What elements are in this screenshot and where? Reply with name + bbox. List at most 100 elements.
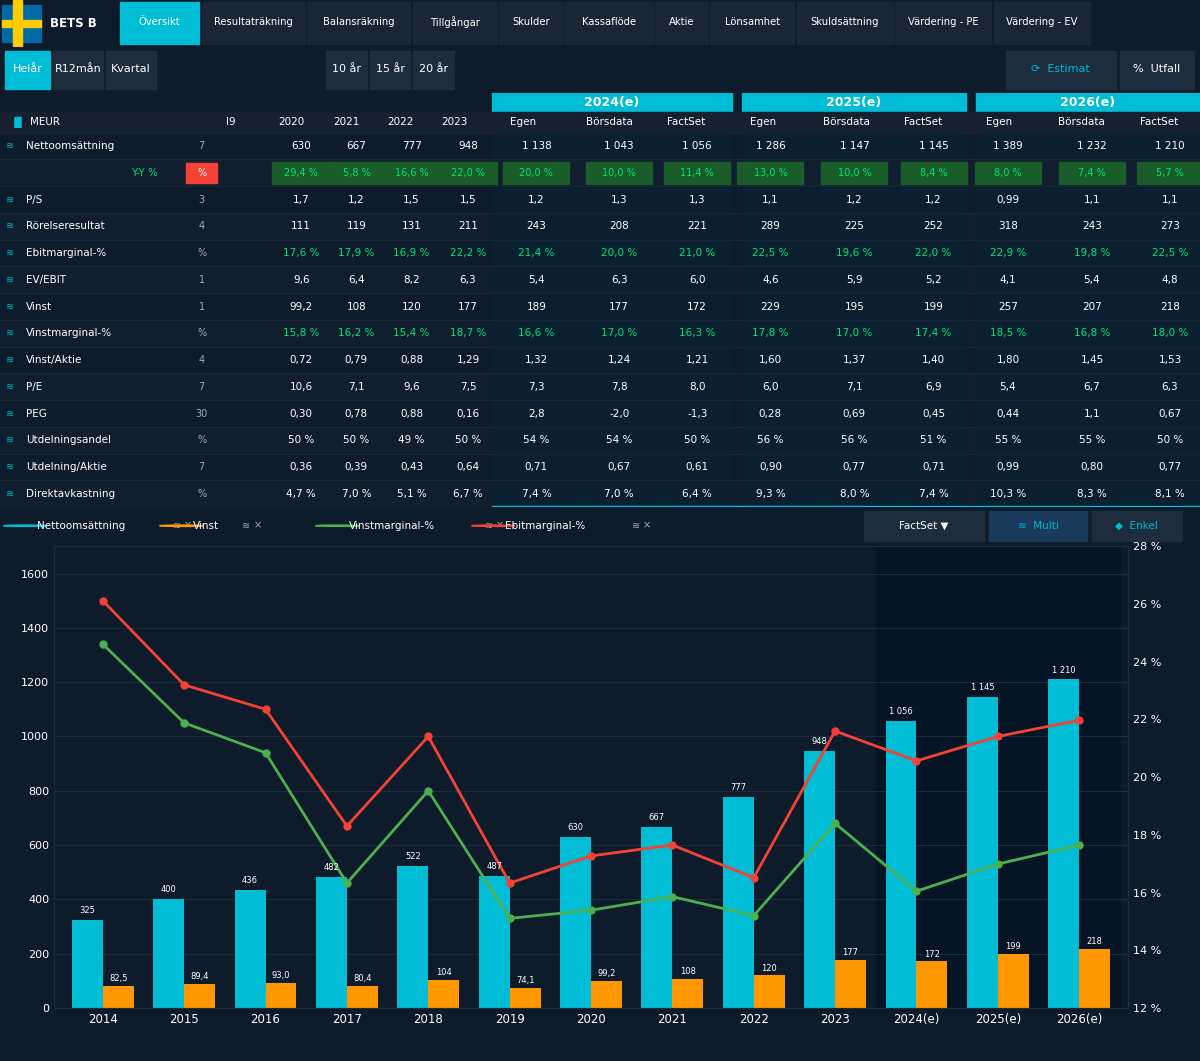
Circle shape — [472, 525, 515, 526]
Text: 0,64: 0,64 — [456, 462, 480, 472]
Text: 22,0 %: 22,0 % — [451, 168, 485, 178]
Bar — [754, 975, 785, 1008]
Text: 119: 119 — [347, 222, 366, 231]
Text: 4,7 %: 4,7 % — [287, 489, 316, 499]
Text: 3: 3 — [198, 194, 205, 205]
Bar — [0, 133, 1200, 159]
Text: 243: 243 — [527, 222, 546, 231]
Bar — [0, 293, 1200, 320]
Text: 482: 482 — [324, 864, 340, 872]
Text: 667: 667 — [649, 813, 665, 822]
Text: 15,8 %: 15,8 % — [283, 328, 319, 338]
Text: Tillgångar: Tillgångar — [430, 17, 480, 29]
Text: %: % — [197, 489, 206, 499]
Bar — [742, 241, 966, 265]
Text: 0,77: 0,77 — [1158, 462, 1182, 472]
Text: 15 år: 15 år — [376, 64, 404, 74]
Text: 7,0 %: 7,0 % — [605, 489, 634, 499]
Text: 9,6: 9,6 — [403, 382, 420, 392]
Text: 10 år: 10 år — [332, 64, 361, 74]
Text: MEUR: MEUR — [30, 118, 60, 127]
Text: ≋: ≋ — [6, 408, 14, 418]
Text: 6,4 %: 6,4 % — [683, 489, 712, 499]
Bar — [510, 988, 540, 1008]
Text: ≋: ≋ — [6, 248, 14, 258]
Text: 131: 131 — [402, 222, 421, 231]
Text: 2021: 2021 — [334, 118, 360, 127]
Text: Balansräkning: Balansräkning — [323, 17, 395, 28]
Bar — [742, 455, 966, 480]
Text: 0,16: 0,16 — [456, 408, 480, 418]
Text: 1,1: 1,1 — [1084, 408, 1100, 418]
Text: 55 %: 55 % — [1079, 435, 1105, 446]
Text: 0,88: 0,88 — [400, 355, 424, 365]
Text: 6,9: 6,9 — [925, 382, 942, 392]
Text: 30: 30 — [196, 408, 208, 418]
Text: 13,0 %: 13,0 % — [754, 168, 787, 178]
Text: ≋  Multi: ≋ Multi — [1018, 521, 1058, 530]
Text: 318: 318 — [998, 222, 1018, 231]
Text: 6,3: 6,3 — [611, 275, 628, 284]
Bar — [1049, 679, 1079, 1008]
Text: ≋: ≋ — [632, 521, 641, 530]
Text: 1 138: 1 138 — [522, 141, 551, 151]
Text: ≋: ≋ — [6, 301, 14, 312]
Bar — [976, 455, 1200, 480]
Text: 487: 487 — [486, 862, 502, 871]
Text: 5,4: 5,4 — [1084, 275, 1100, 284]
Text: 11,4 %: 11,4 % — [680, 168, 714, 178]
Bar — [742, 93, 966, 112]
Text: 1 232: 1 232 — [1078, 141, 1106, 151]
Text: 19,8 %: 19,8 % — [1074, 248, 1110, 258]
Bar — [742, 267, 966, 292]
Text: 17,4 %: 17,4 % — [916, 328, 952, 338]
Bar — [413, 51, 454, 89]
Text: Direktavkastning: Direktavkastning — [26, 489, 115, 499]
Bar — [53, 51, 103, 89]
Bar — [742, 348, 966, 372]
Text: ×: × — [496, 521, 504, 530]
Text: 7,5: 7,5 — [460, 382, 476, 392]
Text: 9,3 %: 9,3 % — [756, 489, 785, 499]
Text: 6,7 %: 6,7 % — [454, 489, 482, 499]
Text: ×: × — [643, 521, 652, 530]
Text: 1,5: 1,5 — [460, 194, 476, 205]
Text: ≋: ≋ — [6, 489, 14, 499]
Text: %: % — [197, 435, 206, 446]
Bar — [722, 797, 754, 1008]
Text: 22,2 %: 22,2 % — [450, 248, 486, 258]
Bar — [504, 162, 570, 184]
Text: 21,0 %: 21,0 % — [679, 248, 715, 258]
Text: 120: 120 — [761, 963, 778, 973]
Bar — [492, 295, 732, 318]
Text: 7: 7 — [198, 382, 205, 392]
Text: 1 389: 1 389 — [994, 141, 1022, 151]
Bar — [989, 511, 1087, 541]
Text: 108: 108 — [347, 301, 366, 312]
Text: 0,45: 0,45 — [922, 408, 946, 418]
Bar — [998, 954, 1028, 1008]
Bar — [742, 295, 966, 318]
Text: 229: 229 — [761, 301, 780, 312]
Text: 1,2: 1,2 — [348, 194, 365, 205]
Bar — [976, 134, 1200, 158]
Text: 0,28: 0,28 — [758, 408, 782, 418]
Text: 257: 257 — [998, 301, 1018, 312]
Text: 93,0: 93,0 — [271, 971, 290, 980]
Text: 22,9 %: 22,9 % — [990, 248, 1026, 258]
Text: 1,1: 1,1 — [1162, 194, 1178, 205]
Text: 74,1: 74,1 — [516, 976, 534, 985]
Bar — [492, 214, 732, 239]
Bar — [492, 375, 732, 399]
Text: 7: 7 — [198, 462, 205, 472]
Text: 1,80: 1,80 — [996, 355, 1020, 365]
Text: 56 %: 56 % — [841, 435, 868, 446]
Bar — [0, 240, 1200, 266]
Bar — [0, 320, 1200, 347]
Text: 82,5: 82,5 — [109, 974, 127, 982]
Text: 99,2: 99,2 — [598, 970, 616, 978]
Text: 16,9 %: 16,9 % — [394, 248, 430, 258]
Text: 189: 189 — [527, 301, 546, 312]
Bar — [120, 2, 199, 45]
Text: ≋: ≋ — [6, 355, 14, 365]
